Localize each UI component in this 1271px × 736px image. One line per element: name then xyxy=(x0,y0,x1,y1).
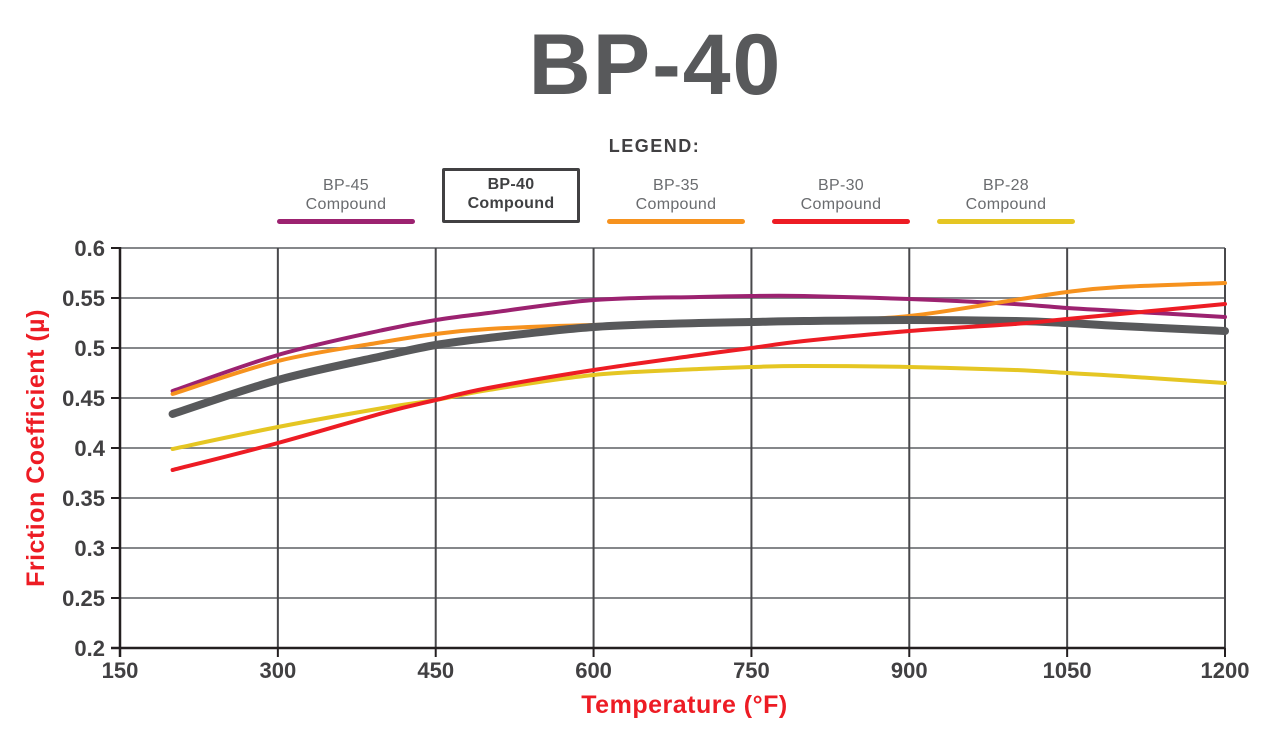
x-tick-label: 750 xyxy=(733,658,770,683)
x-tick-label: 1050 xyxy=(1043,658,1092,683)
legend-label-line1: BP-30 xyxy=(818,177,864,194)
legend-color-bar xyxy=(772,219,910,224)
legend-label-line2: Compound xyxy=(305,196,387,213)
x-tick-label: 150 xyxy=(102,658,139,683)
y-tick-label: 0.3 xyxy=(74,536,105,561)
x-tick-label: 900 xyxy=(891,658,928,683)
x-tick-label: 450 xyxy=(417,658,454,683)
series-curve-bp-28 xyxy=(170,364,1227,451)
y-tick-label: 0.6 xyxy=(74,236,105,261)
legend-label-line2: Compound xyxy=(467,195,555,212)
legend: BP-45 Compound BP-40 Compound BP-35 Comp… xyxy=(277,168,1075,224)
legend-label-line1: BP-35 xyxy=(653,177,699,194)
legend-label-line2: Compound xyxy=(635,196,717,213)
legend-item-bp35[interactable]: BP-35 Compound xyxy=(607,168,745,224)
x-axis-title: Temperature (°F) xyxy=(581,691,787,719)
legend-label-line2: Compound xyxy=(800,196,882,213)
y-tick-label: 0.25 xyxy=(62,586,105,611)
y-tick-label: 0.5 xyxy=(74,336,105,361)
series-curve-bp-30 xyxy=(170,302,1227,472)
y-tick-label: 0.35 xyxy=(62,486,105,511)
page-title: BP-40 xyxy=(528,17,783,113)
legend-heading: LEGEND: xyxy=(608,136,701,156)
x-tick-label: 300 xyxy=(259,658,296,683)
legend-item-bp28[interactable]: BP-28 Compound xyxy=(937,168,1075,224)
series-curve-bp-45 xyxy=(170,293,1227,393)
legend-item-bp40[interactable]: BP-40 Compound xyxy=(442,168,580,223)
legend-color-bar xyxy=(277,219,415,224)
legend-label-line1: BP-40 xyxy=(487,176,535,193)
legend-item-bp45[interactable]: BP-45 Compound xyxy=(277,168,415,224)
x-tick-label: 1200 xyxy=(1201,658,1250,683)
y-axis-title: Friction Coefficient (µ) xyxy=(22,309,50,587)
y-tick-label: 0.45 xyxy=(62,386,105,411)
series-curve-bp-40 xyxy=(168,316,1229,418)
legend-color-bar xyxy=(937,219,1075,224)
y-tick-label: 0.55 xyxy=(62,286,105,311)
legend-label-line2: Compound xyxy=(965,196,1047,213)
legend-color-bar xyxy=(607,219,745,224)
legend-label-line1: BP-28 xyxy=(983,177,1029,194)
y-tick-label: 0.4 xyxy=(74,436,105,461)
legend-label-line1: BP-45 xyxy=(323,177,369,194)
y-tick-label: 0.2 xyxy=(74,636,105,661)
x-tick-label: 600 xyxy=(575,658,612,683)
legend-item-bp30[interactable]: BP-30 Compound xyxy=(772,168,910,224)
